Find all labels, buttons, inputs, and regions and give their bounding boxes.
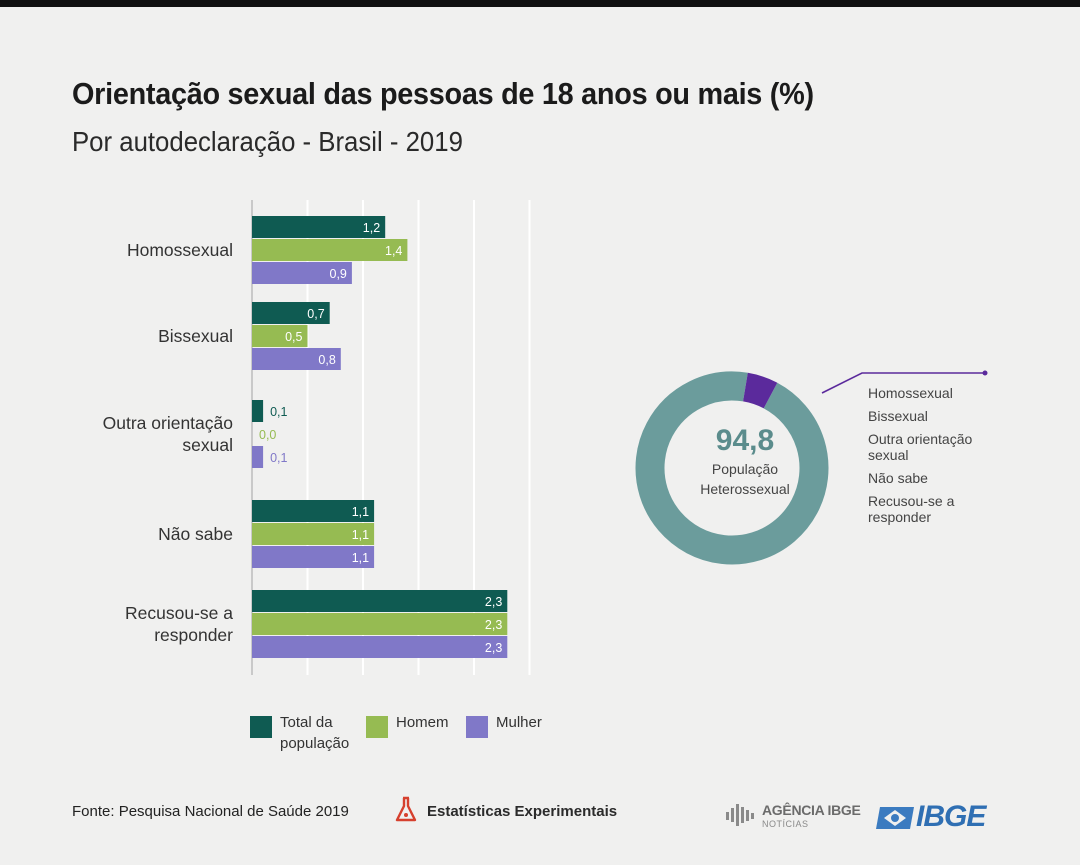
bar-value-label: 2,3: [485, 641, 502, 655]
category-label: Não sabe: [158, 524, 233, 544]
donut-legend-item: Bissexual: [868, 408, 928, 424]
category-label: Bissexual: [158, 326, 233, 346]
donut-legend-item: Não sabe: [868, 470, 928, 486]
bar-value-label: 1,2: [363, 221, 380, 235]
legend-swatch-mulher: [466, 716, 488, 738]
legend-label-total: Total da população: [280, 712, 349, 754]
bar-value-label: 0,0: [259, 428, 276, 442]
bar-value-label: 1,1: [352, 528, 369, 542]
legend-label-total-line2: população: [280, 735, 349, 752]
agencia-logo-icon: [724, 801, 758, 831]
donut-legend-item: sexual: [868, 447, 908, 463]
donut-center-value: 94,8: [716, 424, 774, 457]
experimental-label: Estatísticas Experimentais: [427, 803, 617, 820]
category-label: Homossexual: [127, 240, 233, 260]
bar-total: [252, 590, 507, 612]
donut-center-label: Heterossexual: [700, 481, 790, 497]
bar-mulher: [252, 636, 507, 658]
agencia-logo-text: AGÊNCIA IBGE: [762, 803, 861, 817]
flask-icon: [392, 795, 420, 825]
legend-swatch-homem: [366, 716, 388, 738]
donut-legend-item: Homossexual: [868, 385, 953, 401]
bar-value-label: 0,1: [270, 405, 287, 419]
category-label: sexual: [182, 435, 233, 455]
donut-legend-item: Recusou-se a: [868, 493, 955, 509]
donut-legend-item: Outra orientação: [868, 431, 972, 447]
bar-value-label: 2,3: [485, 595, 502, 609]
donut-center-label: População: [712, 461, 778, 477]
source-note: Fonte: Pesquisa Nacional de Saúde 2019: [72, 803, 349, 820]
bar-value-label: 2,3: [485, 618, 502, 632]
bar-value-label: 1,1: [352, 505, 369, 519]
bar-value-label: 0,9: [330, 267, 347, 281]
bar-value-label: 1,4: [385, 244, 402, 258]
agencia-logo-subtext: NOTÍCIAS: [762, 819, 809, 829]
bar-value-label: 0,5: [285, 330, 302, 344]
legend-label-total-line1: Total da: [280, 714, 333, 731]
donut-leader-dot: [983, 371, 988, 376]
bar-homem: [252, 613, 507, 635]
legend-swatch-total: [250, 716, 272, 738]
bar-value-label: 1,1: [352, 551, 369, 565]
category-label: responder: [154, 625, 233, 645]
chart-canvas: HomossexualBissexualOutra orientaçãosexu…: [0, 0, 1080, 865]
bar-total: [252, 400, 263, 422]
legend-label-mulher: Mulher: [496, 712, 542, 733]
category-label: Outra orientação: [103, 413, 233, 433]
bar-value-label: 0,1: [270, 451, 287, 465]
bar-value-label: 0,8: [318, 353, 335, 367]
category-label: Recusou-se a: [125, 603, 233, 623]
legend-label-homem: Homem: [396, 712, 449, 733]
ibge-logo-text: IBGE: [916, 800, 985, 834]
donut-legend-item: responder: [868, 509, 931, 525]
bar-mulher: [252, 446, 263, 468]
ibge-flag-icon: [876, 805, 916, 831]
bar-value-label: 0,7: [307, 307, 324, 321]
